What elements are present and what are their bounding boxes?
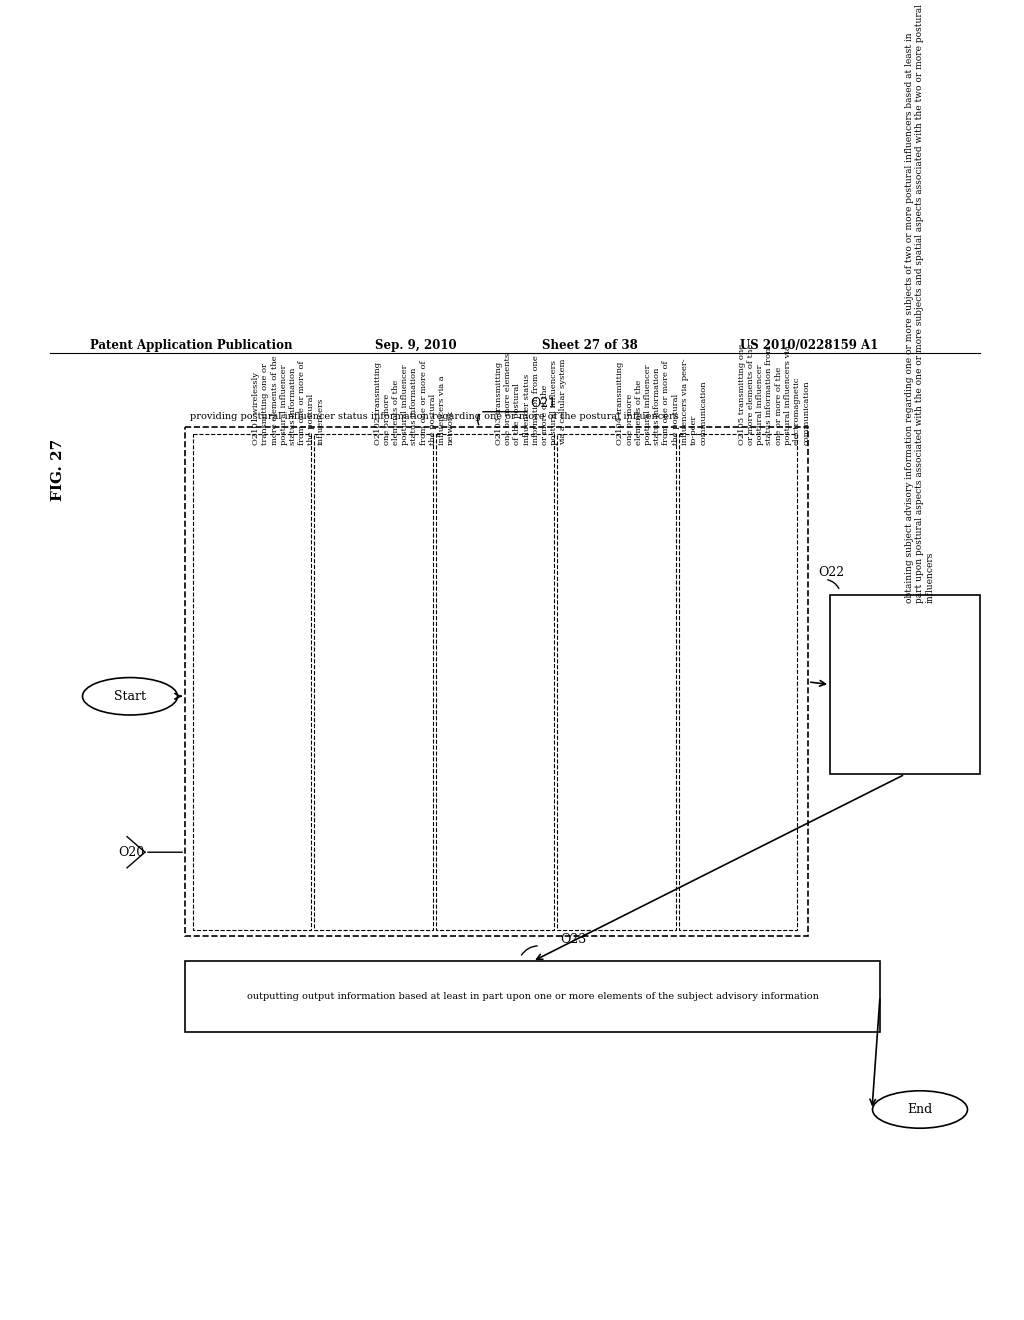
Text: obtaining subject advisory information regarding one or more subjects of two or : obtaining subject advisory information r… [905,4,935,603]
Bar [314,433,433,931]
Text: US 2010/0228159 A1: US 2010/0228159 A1 [740,339,879,352]
Text: O23: O23 [560,933,587,945]
Text: O2105 transmitting one
or more elements of the
postural influencer
status inform: O2105 transmitting one or more elements … [738,345,810,445]
Bar [830,595,980,775]
Text: O2104 transmitting
one or more
elements of the
postural influencer
status inform: O2104 transmitting one or more elements … [616,359,708,445]
Text: O2101 wirelessly
transmitting one or
more elements of the
postural influencer
st: O2101 wirelessly transmitting one or mor… [252,355,325,445]
Bar [436,433,554,931]
Text: Sep. 9, 2010: Sep. 9, 2010 [375,339,457,352]
Text: O2102 transmitting
one or more
elements of the
postural influencer
status inform: O2102 transmitting one or more elements … [374,360,456,445]
Bar [185,961,880,1031]
Text: O20: O20 [118,846,144,859]
Text: O21: O21 [530,397,556,411]
Text: outputting output information based at least in part upon one or more elements o: outputting output information based at l… [247,991,818,1001]
Bar [193,433,311,931]
Text: O22: O22 [818,566,844,579]
Text: Patent Application Publication: Patent Application Publication [90,339,293,352]
Bar [679,433,797,931]
Bar [557,433,676,931]
Text: O2103 transmitting
one or more elements
of the postural
influencer status
inform: O2103 transmitting one or more elements … [495,354,567,445]
Text: FIG. 27: FIG. 27 [51,440,65,502]
Text: Start: Start [114,690,146,702]
Text: providing postural influencer status information regarding one or more of the po: providing postural influencer status inf… [190,412,679,421]
Text: End: End [907,1104,933,1115]
Bar [185,428,808,936]
Text: Sheet 27 of 38: Sheet 27 of 38 [542,339,638,352]
